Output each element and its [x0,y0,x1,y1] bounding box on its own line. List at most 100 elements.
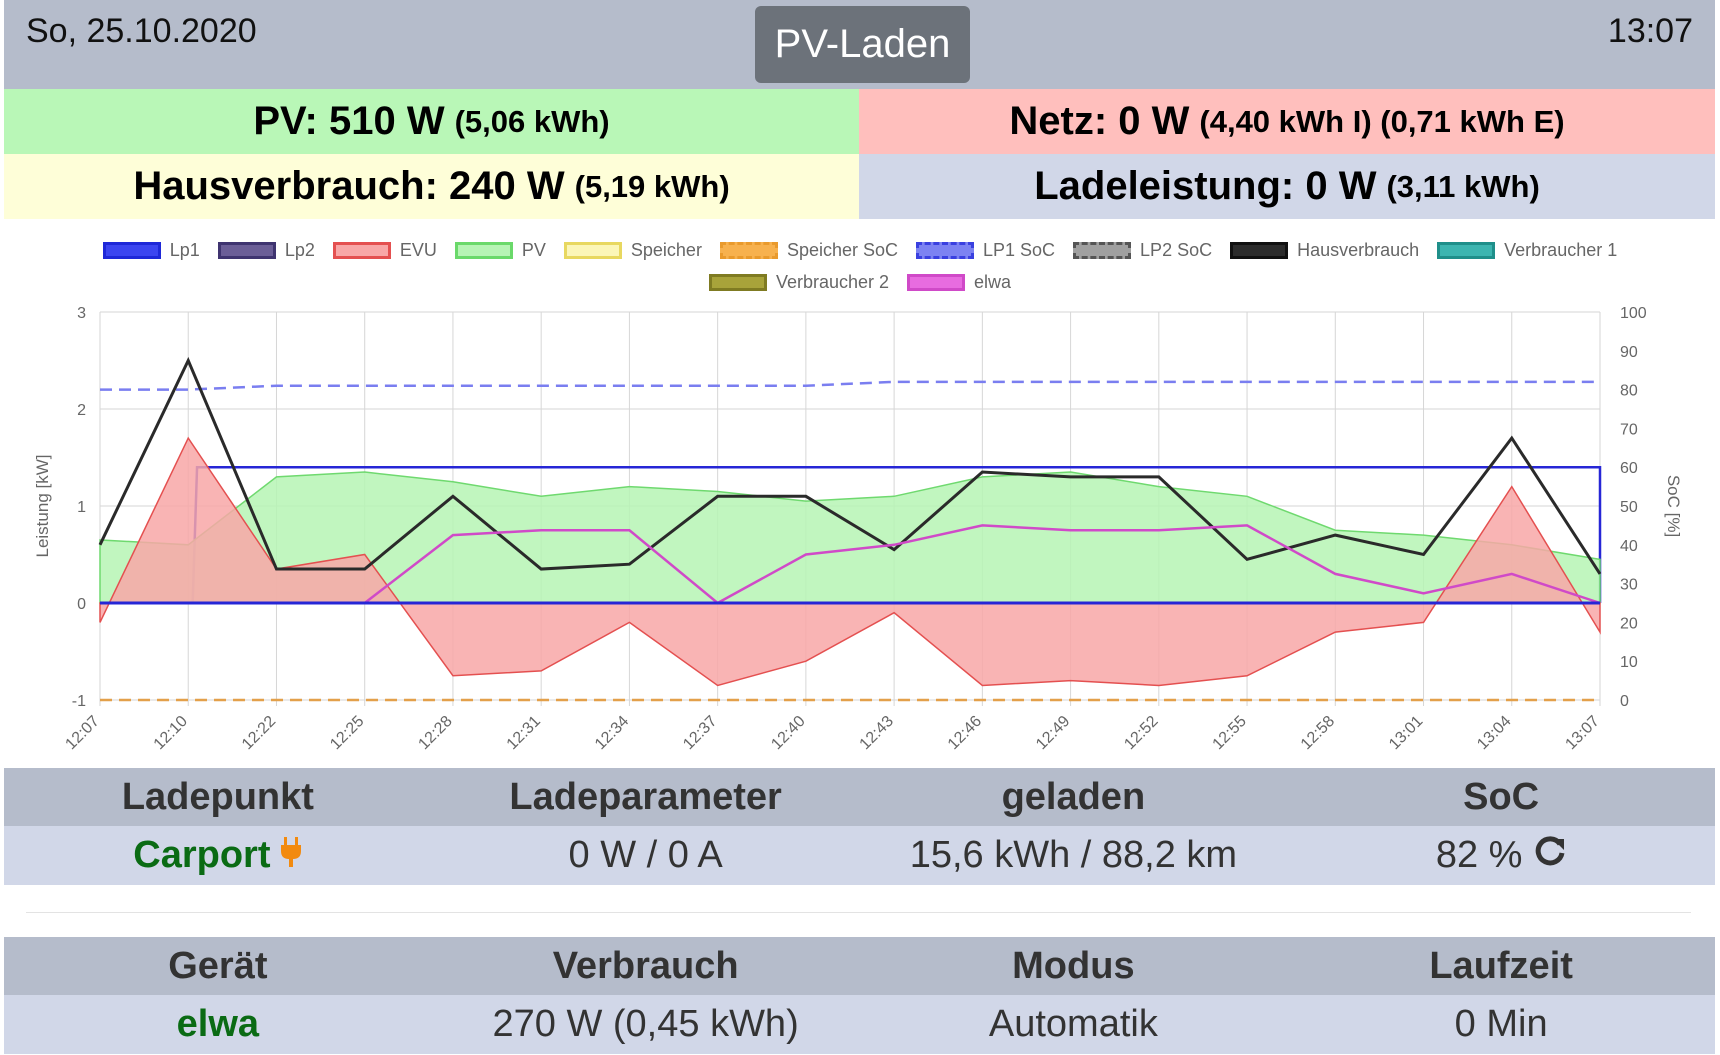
legend-item-hausverbrauch[interactable]: Hausverbrauch [1230,240,1419,261]
soc-value: 82 % [1435,834,1523,876]
house-consumption-detail: (5,19 kWh) [574,168,730,204]
legend-item-evu[interactable]: EVU [332,240,437,261]
y2-tick-label: 50 [1620,499,1638,516]
legend-swatch [1230,242,1289,259]
header-geladen: geladen [1001,775,1146,818]
house-consumption-value: Hausverbrauch: 240 W [133,164,565,208]
refresh-soc-icon[interactable] [1534,834,1566,877]
y-tick-label: 0 [77,596,86,613]
legend-swatch [719,242,778,259]
series-hausverbrauch-line [98,356,1602,575]
legend-row: Verbraucher 2 elwa [0,272,1720,293]
grid-detail: (4,40 kWh I) (0,71 kWh E) [1199,103,1565,139]
legend-label: LP2 SoC [1140,240,1213,260]
x-tick-label: 12:58 [1298,713,1338,753]
y-tick-label: 1 [77,499,86,516]
y-tick-label: 3 [77,305,86,322]
header-modus: Modus [1012,944,1135,987]
table-row[interactable]: elwa 270 W (0,45 kWh) Automatik 0 Min [4,995,1715,1054]
x-tick-label: 12:07 [62,713,102,753]
charge-table-header: Ladepunkt Ladeparameter geladen SoC [4,768,1715,826]
legend-label: EVU [399,240,437,260]
charged-energy: 15,6 kWh / 88,2 km [909,834,1238,876]
y2-axis-title: SoC [%] [1664,475,1683,537]
y-tick-label: -1 [72,693,86,710]
legend-label: PV [521,240,546,260]
legend-label: Speicher SoC [786,240,898,260]
x-tick-label: 12:34 [592,713,632,753]
header-ladepunkt: Ladepunkt [121,775,314,818]
legend-item-speicher[interactable]: Speicher [563,240,702,261]
legend-item-speicher-soc[interactable]: Speicher SoC [719,240,898,261]
x-tick-label: 12:49 [1033,713,1073,753]
charge-point-name-cell[interactable]: Carport [4,826,432,885]
legend-label: LP1 SoC [983,240,1056,260]
grid-value: Netz: 0 W [1009,99,1190,143]
header-geraet: Gerät [168,944,268,987]
legend-item-lp1-soc[interactable]: LP1 SoC [916,240,1055,261]
header-ladeparameter: Ladeparameter [509,775,782,818]
device-consumption: 270 W (0,45 kWh) [492,1003,799,1045]
y2-tick-label: 100 [1620,305,1647,322]
charge-point-name[interactable]: Carport [133,834,271,876]
series-lp1-soc-line [100,380,1600,391]
clock-display: 13:07 [1607,12,1693,50]
x-tick-label: 13:07 [1562,713,1602,753]
y2-tick-label: 10 [1620,654,1638,671]
legend-item-lp2-soc[interactable]: LP2 SoC [1073,240,1212,261]
charging-power-detail: (3,11 kWh) [1386,168,1540,204]
x-tick-label: 12:46 [945,713,985,753]
legend-label: Verbraucher 2 [775,272,890,292]
header-laufzeit: Laufzeit [1429,944,1573,987]
x-tick-label: 12:40 [768,713,808,753]
legend-swatch [708,274,767,291]
legend-item-verbraucher-1[interactable]: Verbraucher 1 [1437,240,1617,261]
header-verbrauch: Verbrauch [552,944,739,987]
legend-label: Verbraucher 1 [1504,240,1618,260]
x-tick-label: 12:55 [1210,713,1250,753]
x-tick-label: 12:22 [239,713,279,753]
charge-mode-button[interactable]: PV-Laden [755,6,970,83]
charging-power-value: Ladeleistung: 0 W [1034,164,1377,208]
legend-swatch [1437,242,1496,259]
pv-value: PV: 510 W [253,99,445,143]
header-soc: SoC [1463,775,1540,818]
y2-tick-label: 30 [1620,577,1638,594]
legend-swatch [563,242,622,259]
legend-item-verbraucher-2[interactable]: Verbraucher 2 [708,272,890,293]
header-bar: So, 25.10.2020 PV-Laden 13:07 [4,0,1715,89]
x-tick-label: 12:52 [1121,713,1161,753]
y2-tick-label: 70 [1620,421,1638,438]
legend-swatch [102,242,161,259]
charging-power-tile: Ladeleistung: 0 W (3,11 kWh) [859,154,1715,219]
x-tick-label: 12:43 [857,713,897,753]
y-tick-label: 2 [77,402,86,419]
device-name[interactable]: elwa [176,1003,260,1045]
table-row[interactable]: Carport 0 W / 0 A 15,6 kWh / 88,2 km 82 … [4,826,1715,885]
y2-tick-label: 60 [1620,460,1638,477]
y2-tick-label: 20 [1620,615,1638,632]
device-mode[interactable]: Automatik [988,1003,1158,1045]
charge-parameters: 0 W / 0 A [568,834,723,876]
legend-item-lp2[interactable]: Lp2 [217,240,315,261]
device-table: Gerät Verbrauch Modus Laufzeit elwa 270 … [4,937,1715,1054]
x-tick-label: 12:10 [151,713,191,753]
x-tick-label: 13:01 [1386,713,1426,753]
y2-tick-label: 40 [1620,538,1638,555]
legend-swatch [1073,242,1132,259]
x-tick-label: 12:37 [680,713,720,753]
pv-detail: (5,06 kWh) [454,103,610,139]
x-tick-label: 12:28 [415,713,455,753]
legend-label: Hausverbrauch [1297,240,1420,260]
y2-tick-label: 90 [1620,344,1638,361]
legend-item-elwa[interactable]: elwa [907,272,1011,293]
legend-swatch [454,242,513,259]
house-consumption-tile: Hausverbrauch: 240 W (5,19 kWh) [4,154,859,219]
legend-item-pv[interactable]: PV [454,240,546,261]
legend-label: Speicher [630,240,702,260]
x-tick-label: 13:04 [1474,713,1514,753]
y-axis-title: Leistung [kW] [33,455,52,558]
legend-swatch [332,242,391,259]
legend-item-lp1[interactable]: Lp1 [102,240,200,261]
